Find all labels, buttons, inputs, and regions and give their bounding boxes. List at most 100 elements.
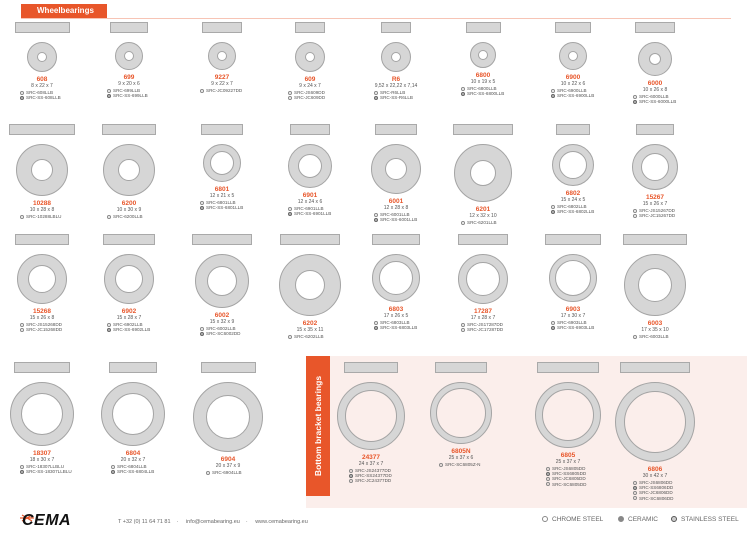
bearing-bore [559, 151, 587, 179]
reference-code: SRC-SS6806DD [639, 485, 674, 491]
reference-code: SRC-6000LLB [639, 94, 669, 99]
bearing-side-view [545, 234, 601, 245]
reference-list: SRC-6802LLB SRC-SS-6802LLB [533, 204, 613, 214]
reference-item: SRC-JC15267DD [615, 213, 695, 218]
bearing-label: 699 9 x 20 x 6 [89, 74, 169, 87]
bearing-ring [208, 42, 236, 70]
bearing-side-view [556, 124, 590, 135]
stainless-steel-icon [374, 95, 378, 100]
reference-item: SRC-6900LLB [533, 88, 613, 93]
stainless-steel-icon [20, 95, 24, 100]
bearing-code: 6202 [302, 320, 318, 327]
legend-chrome: CHROME STEEL [542, 516, 603, 523]
reference-item: SRC-6003LLB [615, 334, 695, 339]
reference-item: SRC-6201LLB [443, 220, 523, 225]
chrome-steel-icon [20, 322, 24, 327]
bearing-ring [454, 144, 512, 202]
reference-code: SRC-6901LLB [294, 206, 324, 211]
reference-list: SRC-JS17287DD SRC-JC17287DD [443, 322, 523, 332]
bearing-label: 9227 9 x 22 x 7 [182, 74, 262, 87]
bearing-label: 6001 12 x 28 x 8 [356, 198, 436, 211]
reference-list: SRC-6901LLB SRC-SS-6901LLB [270, 206, 350, 216]
reference-list: SRC-6903LLB SRC-SS-6903LLB [533, 320, 613, 330]
reference-list: SRC-6200LLB [89, 214, 169, 219]
section-rule [21, 18, 731, 19]
bearing-label: 15267 15 x 26 x 7 [615, 194, 695, 207]
reference-item: SRC-SS-6801LLB [182, 205, 262, 210]
chrome-steel-icon [20, 464, 24, 469]
bearing-code: 6805N [451, 448, 471, 455]
bearing-dimensions: 17 x 35 x 10 [641, 327, 669, 333]
reference-item: SRC-SS-6903LLB [533, 325, 613, 330]
reference-item: SRC-JC6806DD [615, 490, 695, 495]
reference-list: SRC-JC09227DD [182, 88, 262, 93]
stainless-steel-icon [633, 99, 637, 104]
reference-code: SRC-SS6805DD [552, 471, 587, 477]
stainless-steel-icon [551, 93, 555, 98]
reference-item: SRC-6902LLB [89, 322, 169, 327]
reference-code: SRC-JC6806DD [639, 490, 673, 496]
bearing-ring [430, 382, 492, 444]
section-tab: Wheelbearings [21, 4, 107, 18]
bearing-side-view [465, 22, 501, 33]
website-link[interactable]: www.cemabearing.eu [255, 519, 308, 525]
reference-item: SRC-SS-6001LLB [356, 217, 436, 222]
reference-code: SRC-SS-6903LLB [557, 325, 595, 331]
reference-item: SRC-SS6806DD [615, 485, 695, 490]
bearing-bore [649, 53, 661, 65]
bearing-dimensions: 9 x 20 x 6 [118, 81, 140, 87]
contact-separator: · [176, 519, 179, 525]
reference-item: SRC-SC6805DD [528, 482, 608, 487]
bearing-bore [21, 393, 63, 435]
stainless-steel-icon [200, 205, 204, 210]
chrome-steel-icon [374, 212, 378, 217]
bearing-dimensions: 18 x 30 x 7 [29, 457, 55, 463]
contact-separator: · [245, 519, 248, 525]
bearing-code: 6902 [121, 308, 137, 315]
reference-code: SRC-6800LLB [467, 86, 497, 91]
bearing-ring [195, 254, 249, 308]
bearing-bore [298, 154, 322, 178]
reference-list: SRC-6900LLB SRC-SS-6900LLB [533, 88, 613, 98]
bearing-dimensions: 10 x 19 x 5 [470, 79, 496, 85]
bearing-side-view [201, 124, 243, 135]
bearing-side-view [280, 234, 340, 245]
bearing-dimensions: 25 x 37 x 7 [555, 459, 581, 465]
reference-item: SRC-6804LLB [93, 464, 173, 469]
chrome-steel-icon [349, 468, 353, 473]
bearing-label: 6805N 25 x 37 x 6 [421, 448, 501, 461]
reference-code: SRC-6202LLB [294, 334, 324, 339]
bearing-code: 9227 [214, 74, 230, 81]
email-link[interactable]: info@cemabearing.eu [185, 519, 240, 525]
bearing-ring [632, 144, 678, 190]
bearing-ring [624, 254, 686, 316]
bearing-code: 6904 [220, 456, 236, 463]
reference-item: SRC-6803LLB [356, 320, 436, 325]
bearing-ring [17, 254, 67, 304]
reference-code: SRC-JC6805DD [552, 476, 586, 482]
chrome-steel-icon [542, 516, 548, 522]
bearing-dimensions: 9 x 22 x 7 [211, 81, 233, 87]
bearing-label: 6801 12 x 21 x 5 [182, 186, 262, 199]
reference-code: SRC-6001LLB [380, 212, 410, 217]
chrome-steel-icon [374, 90, 378, 95]
bearing-bore [345, 390, 397, 442]
bearing-code: 699 [123, 74, 135, 81]
reference-list: SRC-699LLB SRC-SS-699LLB [89, 88, 169, 98]
bearing-bore [295, 270, 325, 300]
stainless-steel-icon [107, 93, 111, 98]
bearing-bore [385, 158, 407, 180]
bearing-bore [436, 388, 486, 438]
bearing-code: 6200 [121, 200, 137, 207]
bearing-side-view [372, 234, 420, 245]
bearing-side-view [9, 124, 75, 135]
reference-code: SRC-6002LLB [206, 326, 236, 331]
bearing-bore [28, 265, 56, 293]
bearing-side-view [192, 234, 252, 245]
bearing-label: 6903 17 x 30 x 7 [533, 306, 613, 319]
bearing-ring [535, 382, 601, 448]
bearing-ring [27, 42, 57, 72]
chrome-steel-icon [107, 322, 111, 327]
bearing-bore [466, 262, 500, 296]
reference-code: SRC-6801LLB [206, 200, 236, 205]
